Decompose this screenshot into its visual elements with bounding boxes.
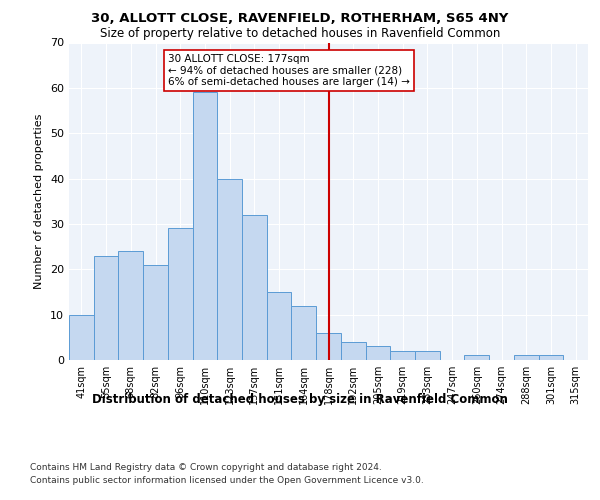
Text: 30, ALLOTT CLOSE, RAVENFIELD, ROTHERHAM, S65 4NY: 30, ALLOTT CLOSE, RAVENFIELD, ROTHERHAM,… [91,12,509,26]
Bar [168,228,193,360]
Bar [341,342,365,360]
Bar [267,292,292,360]
Text: Contains HM Land Registry data © Crown copyright and database right 2024.: Contains HM Land Registry data © Crown c… [30,462,382,471]
Text: Distribution of detached houses by size in Ravenfield Common: Distribution of detached houses by size … [92,392,508,406]
Bar [464,356,489,360]
Bar [365,346,390,360]
Bar [217,178,242,360]
Text: Size of property relative to detached houses in Ravenfield Common: Size of property relative to detached ho… [100,28,500,40]
Bar [539,356,563,360]
Bar [193,92,217,360]
Y-axis label: Number of detached properties: Number of detached properties [34,114,44,289]
Bar [415,351,440,360]
Bar [292,306,316,360]
Bar [143,265,168,360]
Bar [118,251,143,360]
Bar [242,215,267,360]
Bar [316,333,341,360]
Bar [390,351,415,360]
Text: Contains public sector information licensed under the Open Government Licence v3: Contains public sector information licen… [30,476,424,485]
Text: 30 ALLOTT CLOSE: 177sqm
← 94% of detached houses are smaller (228)
6% of semi-de: 30 ALLOTT CLOSE: 177sqm ← 94% of detache… [168,54,410,87]
Bar [94,256,118,360]
Bar [69,314,94,360]
Bar [514,356,539,360]
